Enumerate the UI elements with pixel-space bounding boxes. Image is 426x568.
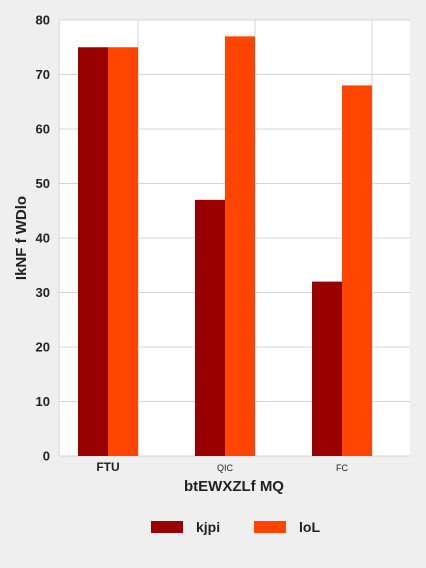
x-tick-label: FC <box>336 463 348 473</box>
y-tick-label: 20 <box>36 340 50 355</box>
bar-kjpi-QIC <box>195 199 225 456</box>
y-tick-label: 30 <box>36 285 50 300</box>
y-tick-label: 80 <box>36 13 50 28</box>
y-tick-label: 60 <box>36 122 50 137</box>
y-tick-label: 10 <box>36 394 50 409</box>
y-tick-label: 70 <box>36 67 50 82</box>
bar-loL-FTU <box>108 47 138 456</box>
y-tick-label: 40 <box>36 231 50 246</box>
bar-loL-QIC <box>225 36 255 456</box>
bar-kjpi-FC <box>312 281 342 456</box>
x-tick-label: FTU <box>96 460 119 474</box>
legend-label: loL <box>299 519 320 535</box>
bar-loL-FC <box>342 85 372 457</box>
x-axis-title: btEWXZLf MQ <box>184 478 284 495</box>
legend: kjpi loL <box>151 519 320 535</box>
legend-swatch-loL <box>254 521 286 533</box>
legend-swatch-kjpi <box>151 521 183 533</box>
bar-kjpi-FTU <box>78 47 108 456</box>
x-tick-label: QIC <box>217 463 234 473</box>
y-axis-title: IkNF f WDlo <box>13 196 30 280</box>
y-tick-label: 0 <box>43 449 50 464</box>
y-tick-labels: 0 10 20 30 40 50 60 70 80 <box>36 13 50 464</box>
x-tick-labels: FTU QIC FC <box>96 460 348 474</box>
y-tick-label: 50 <box>36 176 50 191</box>
legend-label: kjpi <box>196 519 220 535</box>
bars <box>78 36 372 457</box>
